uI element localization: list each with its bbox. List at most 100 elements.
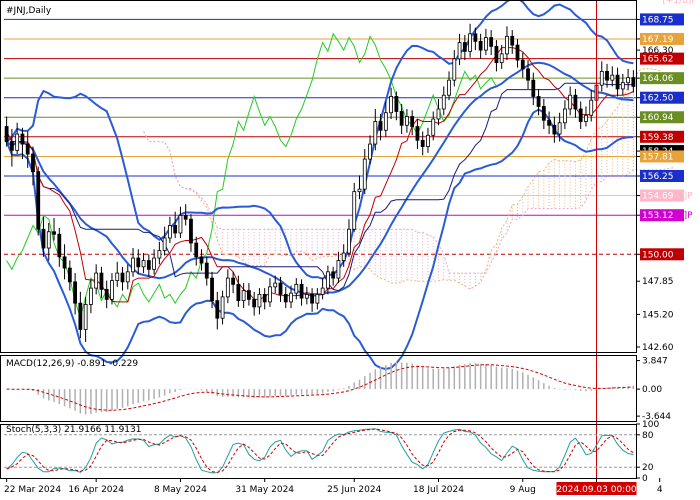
candle-body [94, 272, 99, 289]
candle-body [436, 108, 441, 120]
candle-body [631, 77, 636, 87]
candle-body [610, 74, 615, 81]
candle-body [104, 288, 109, 300]
candle-body [52, 231, 56, 235]
candle-body [452, 58, 457, 81]
murrey-label-0: [+1/8]P [662, 0, 697, 6]
candle-body [494, 45, 499, 64]
candle-body [315, 293, 320, 304]
candle-body [231, 277, 236, 285]
candle-body [431, 118, 436, 136]
candle-body [173, 225, 178, 234]
price-tag-label: 154.69 [642, 192, 674, 202]
stoch-label: Stoch(5,3,3) 21.9166 11.9131 [6, 425, 141, 435]
price-tag-label: 150.00 [642, 250, 674, 260]
candle-body [141, 260, 146, 268]
candlesticks [4, 0, 636, 478]
candle-body [162, 237, 167, 251]
candle-body [573, 94, 578, 110]
ichimoku-chikou [6, 32, 497, 321]
candle-body [304, 293, 309, 299]
time-axis: 22 Mar 2024 16 Apr 2024 8 May 2024 31 May 2… [4, 478, 663, 495]
price-tag-bg [640, 209, 684, 222]
candle-body [152, 257, 157, 270]
candle-body [557, 122, 562, 135]
candle-body [325, 271, 330, 289]
time-tick-label: 16 Apr 2024 [68, 485, 124, 495]
candle-body [410, 116, 415, 127]
candle-body [552, 124, 557, 135]
candle-body [25, 143, 30, 155]
candle-body [120, 272, 125, 283]
candle-body [394, 96, 399, 112]
candle-body [520, 59, 525, 70]
candle-body [362, 158, 367, 190]
candle-body [241, 290, 246, 302]
candle-body [347, 228, 351, 254]
price-tick-label: 166.30 [642, 46, 674, 56]
stoch-d-line [6, 428, 634, 473]
candle-body [157, 250, 162, 259]
candle-body [578, 108, 583, 122]
candle-body [36, 171, 41, 230]
candle-body [352, 191, 357, 230]
candle-body [252, 298, 257, 308]
price-tag-bg [640, 91, 684, 104]
price-tag-label: 168.75 [642, 15, 674, 25]
candle-body [331, 271, 336, 279]
candle-body [499, 53, 504, 64]
ichimoku-span-b [143, 131, 676, 274]
candle-body [204, 262, 209, 279]
candle-body [547, 119, 551, 126]
candle-body [404, 116, 409, 126]
price-tag-label: 162.50 [642, 94, 674, 104]
candle-body [215, 300, 220, 319]
candle-body [299, 283, 304, 299]
candle-body [341, 252, 346, 261]
candle-body [541, 106, 546, 121]
price-tag-label: 164.06 [642, 74, 674, 84]
candle-body [568, 94, 573, 110]
time-tick-label: 9 Aug [510, 485, 536, 495]
price-tag-bg [640, 189, 684, 202]
candle-body [320, 287, 325, 295]
stoch-k-line [6, 428, 634, 474]
candle-body [415, 126, 420, 141]
macd-signal-line [6, 364, 634, 411]
candle-body [489, 37, 494, 47]
murrey-math-lines [4, 0, 636, 255]
candle-body [336, 260, 341, 279]
price-tag-label: 167.19 [642, 35, 674, 45]
candle-body [115, 272, 120, 281]
ichimoku-span-a [143, 68, 676, 290]
candle-body [78, 302, 83, 330]
ichimoku-kijun [6, 82, 634, 292]
time-tick-label: 8 May 2024 [154, 485, 207, 495]
cursor-time-label: 2024.09.03 00:00 [556, 485, 637, 495]
candle-body [73, 281, 77, 304]
chart-title: #JNJ,Daily [6, 6, 52, 16]
candle-body [220, 296, 225, 319]
candle-body [447, 79, 451, 96]
candle-body [167, 225, 172, 239]
candle-body [420, 139, 425, 147]
candle-body [426, 134, 430, 147]
time-tick-label: 18 Jul 2024 [413, 485, 464, 495]
candle-body [515, 44, 520, 61]
bollinger-upper [5, 0, 634, 280]
candle-body [31, 153, 35, 173]
candle-body [183, 215, 188, 220]
candle-body [15, 133, 20, 151]
time-tick-label: 25 Jun 2024 [327, 485, 381, 495]
candle-body [125, 271, 130, 283]
time-tick-label: 22 Mar 2024 [4, 485, 61, 495]
price-tag-bg [640, 32, 684, 45]
candle-body [289, 292, 293, 303]
stoch-tick-label: 0 [642, 474, 648, 484]
candle-body [278, 282, 283, 295]
price-tag-label: 157.81 [642, 152, 674, 162]
price-tag-bg [640, 52, 684, 65]
panel-frame-2 [0, 424, 637, 479]
